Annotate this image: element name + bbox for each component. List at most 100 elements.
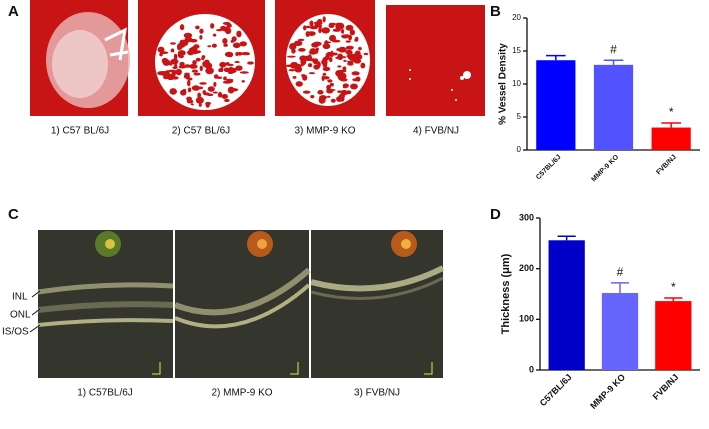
vessel-gap — [319, 95, 327, 100]
vessel-gap — [221, 94, 228, 100]
vessel-gap — [346, 54, 351, 58]
vessel-gap — [223, 76, 227, 81]
vessel-gap — [206, 93, 214, 97]
vessel-gap — [332, 28, 341, 32]
error-bar — [546, 54, 566, 61]
vessel-gap — [234, 61, 240, 64]
bar — [536, 60, 576, 150]
layer-label: ONL — [10, 310, 31, 321]
chart: 0 5 10 15 20 % Vessel Density C57BL/6J # MMP-9 K… — [498, 13, 700, 183]
vessel-gap — [197, 92, 202, 99]
vessel-gap — [227, 86, 235, 94]
x-tick-label: C57BL/6J — [535, 154, 563, 182]
vessel-gap — [173, 53, 178, 61]
vessel-gap — [328, 23, 335, 29]
panel-label: D — [490, 206, 501, 223]
vessel-gap — [302, 25, 307, 31]
vessel-gap — [199, 65, 203, 72]
vessel-gap — [302, 90, 311, 94]
error-bar — [610, 282, 630, 293]
vessel-gap — [295, 81, 303, 87]
y-tick-label: 15 — [512, 46, 521, 55]
vessel-gap — [307, 63, 313, 68]
oct-image — [310, 230, 445, 378]
vessel-gap — [302, 74, 308, 81]
vessel-gap — [199, 35, 203, 40]
vessel-gap — [192, 60, 197, 65]
y-tick-label: 0 — [517, 145, 522, 154]
image-caption: 4) FVB/NJ — [413, 126, 459, 137]
vessel-gap — [211, 43, 217, 48]
vessel-gap — [204, 59, 210, 64]
vessel-gap — [306, 25, 311, 29]
vessel-gap — [198, 103, 202, 107]
vessel-gap — [345, 45, 354, 50]
vessel-gap — [178, 65, 187, 69]
panel-label: C — [8, 206, 19, 223]
vessel-gap — [212, 33, 217, 37]
bar — [651, 127, 691, 150]
vessel-gap — [325, 52, 334, 57]
layer-label: IS/OS — [2, 327, 29, 338]
vessel-gap — [180, 89, 187, 96]
y-tick-label: 300 — [519, 212, 534, 222]
vessel-gap — [210, 23, 215, 29]
vessel-gap — [289, 43, 297, 50]
vessel-gap — [241, 80, 245, 83]
arrow — [29, 290, 41, 333]
vessel-gap — [358, 46, 362, 51]
vessel-gap — [297, 38, 305, 42]
vessel-gap — [288, 69, 296, 72]
vessel-gap — [336, 48, 341, 52]
error-bar — [603, 59, 624, 65]
vessel-gap — [181, 40, 190, 43]
vessel-gap — [236, 30, 242, 38]
vessel-gap — [202, 90, 207, 95]
vessel-gap — [348, 60, 353, 66]
vessel-gap — [195, 57, 201, 62]
vessel-gap — [342, 56, 346, 59]
vessel-gap — [342, 85, 347, 89]
vessel-gap — [348, 34, 352, 41]
y-tick-label: 100 — [519, 314, 534, 324]
vessel-gap — [189, 38, 198, 43]
vessel-gap — [313, 48, 319, 54]
vessel-gap — [343, 59, 347, 62]
vessel-gap — [207, 45, 212, 48]
error-bar — [661, 122, 681, 128]
x-tick-label: MMP-9 KO — [588, 372, 627, 411]
vessel-gap — [328, 57, 333, 63]
annotation: # — [617, 265, 624, 279]
vessel-gap — [187, 79, 191, 87]
annotation: * — [669, 105, 674, 119]
vessel-gap — [354, 38, 359, 42]
vessel-gap — [219, 61, 227, 68]
vessel-gap — [322, 43, 331, 50]
vessel-gap — [339, 78, 348, 82]
y-axis-label: % Vessel Density — [498, 43, 509, 125]
vessel-gap — [172, 66, 178, 70]
vessel-gap — [195, 25, 200, 30]
vessel-gap — [286, 55, 296, 58]
vessel-gap — [310, 94, 315, 99]
vessel-gap — [190, 103, 194, 106]
vessel-gap — [177, 43, 181, 51]
vessel-gap — [247, 61, 254, 65]
vessel-gap — [323, 41, 332, 44]
vessel-gap — [351, 71, 360, 76]
vessel-gap — [219, 67, 224, 73]
vessel-gap — [331, 39, 341, 43]
vessel-gap — [353, 54, 359, 58]
vessel-gap — [293, 40, 303, 47]
image-caption: 3) MMP-9 KO — [294, 126, 355, 137]
panel-label: B — [490, 3, 501, 20]
x-tick-label: FVB/NJ — [651, 372, 681, 402]
vessel-gap — [157, 46, 165, 53]
vessel-gap — [326, 84, 332, 90]
vessel-gap — [207, 68, 212, 71]
vessel-gap — [191, 69, 198, 73]
vessel-gap — [245, 52, 250, 56]
chart: 0 100 200 300 Thickness (μm) C57BL/6J # MMP-9 K… — [500, 212, 700, 411]
vessel-gap — [204, 62, 213, 69]
fundus-image — [30, 0, 130, 116]
